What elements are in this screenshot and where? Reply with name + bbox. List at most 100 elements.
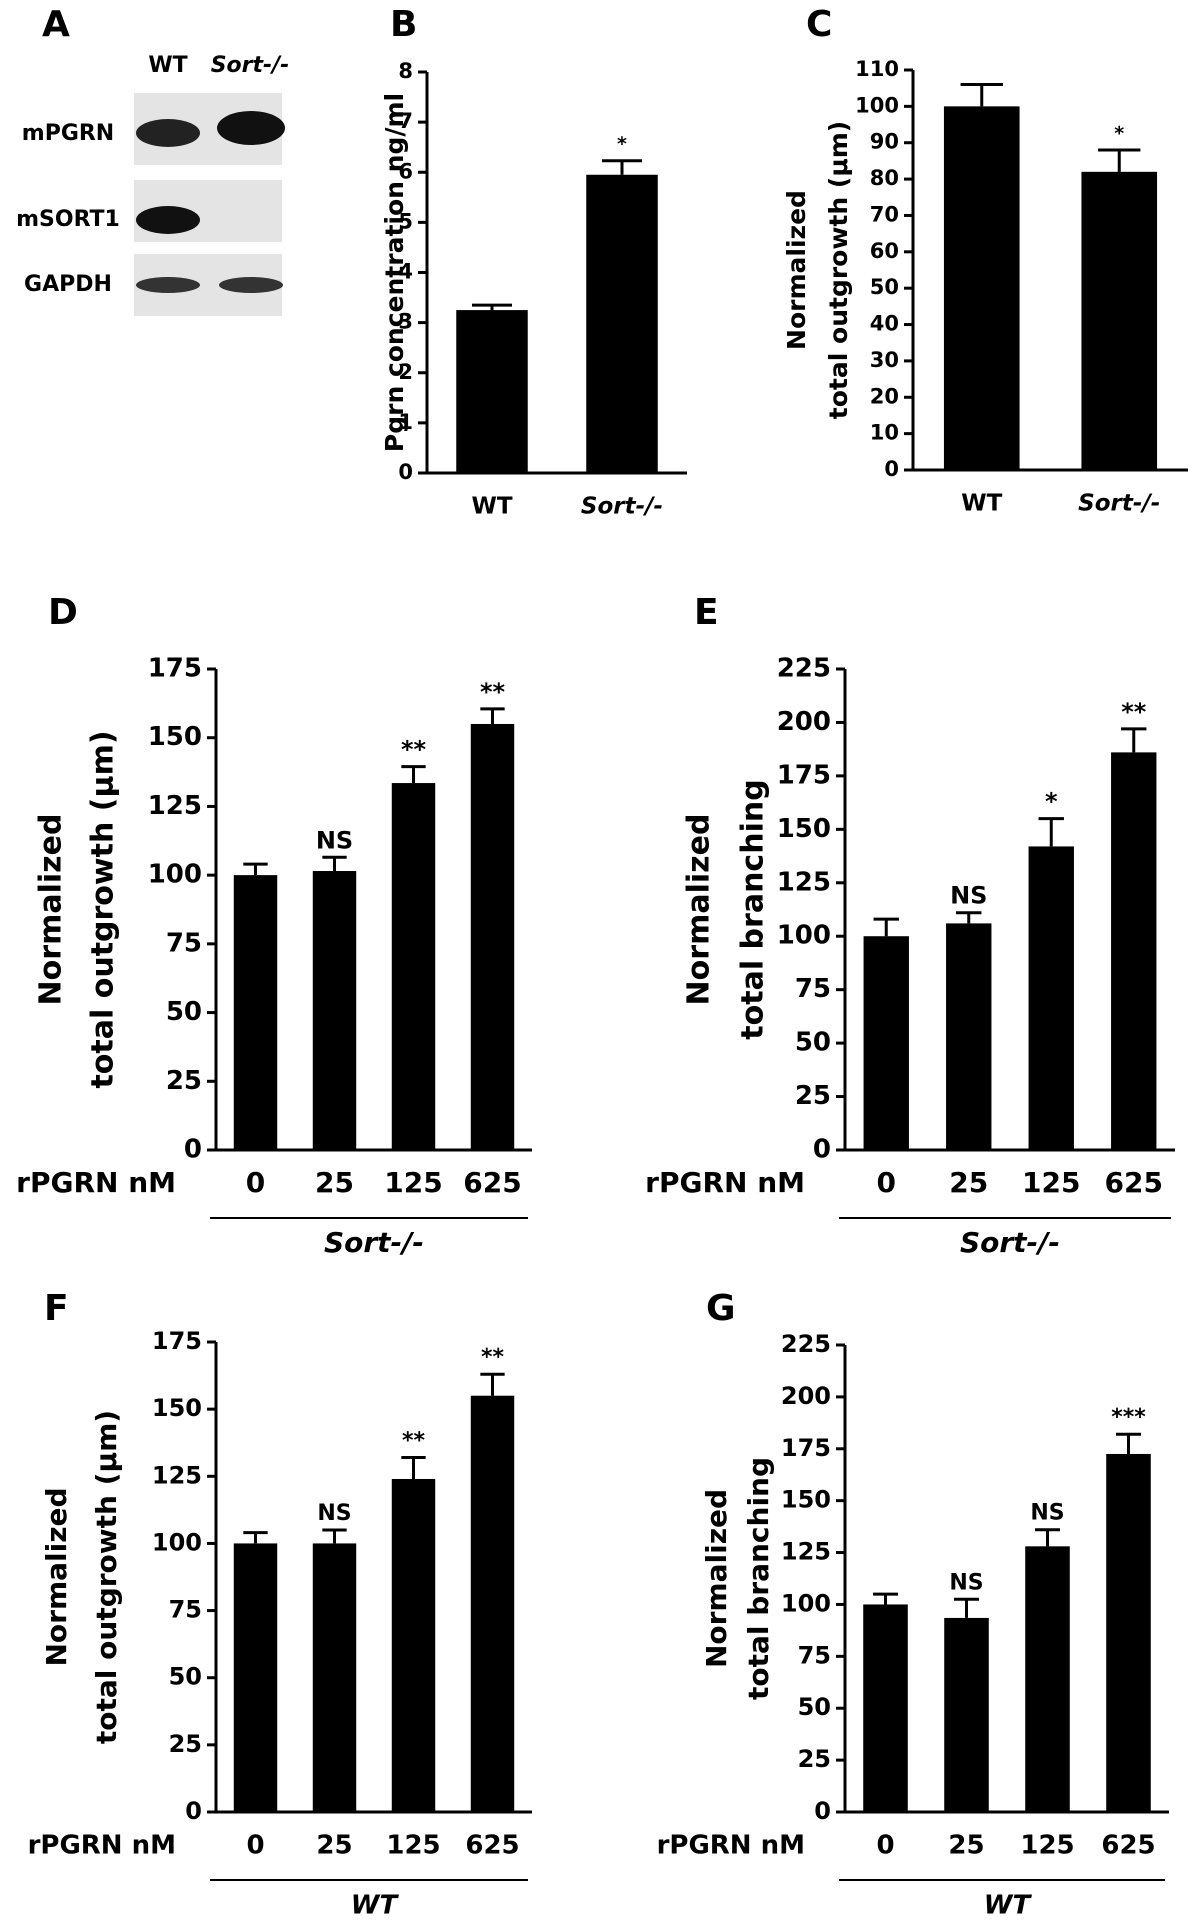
error-bar [1116, 1432, 1141, 1454]
x-tick-label: 0 [246, 1831, 264, 1861]
significance-label: ** [402, 1428, 426, 1453]
error-bar [1035, 1528, 1060, 1547]
y-tick-label: 0 [398, 460, 413, 484]
y-tick-label: 110 [855, 57, 899, 81]
x-tick-label: 0 [246, 1166, 265, 1199]
y-tick-label: 3 [398, 310, 413, 334]
bar [586, 174, 658, 473]
significance-label: NS [949, 1570, 983, 1595]
blot-band [219, 277, 283, 293]
error-bar [1121, 727, 1147, 753]
y-axis-label: Normalized [682, 814, 717, 1006]
x-tick-label: 125 [386, 1831, 440, 1861]
error-bar [471, 303, 513, 311]
blot-band [136, 277, 200, 293]
x-tick-label: 125 [1022, 1166, 1080, 1199]
y-axis-label: total outgrowth (μm) [86, 730, 121, 1088]
error-bar [322, 1528, 347, 1544]
y-tick-label: 80 [870, 166, 899, 190]
panel-letter: A [42, 4, 70, 45]
blot-column: WT [148, 53, 187, 78]
error-bar [1038, 817, 1064, 847]
significance-label: *** [1111, 1405, 1146, 1430]
y-tick-label: 175 [781, 1434, 831, 1462]
bar [312, 871, 357, 1150]
x-axis-label: rPGRN nM [16, 1166, 176, 1199]
y-tick-label: 175 [777, 760, 831, 790]
blot-row: mSORT1 [16, 207, 120, 232]
y-tick-label: 175 [148, 654, 202, 684]
y-tick-label: 0 [184, 1135, 202, 1165]
y-tick-label: 2 [398, 360, 413, 384]
significance-label: ** [480, 678, 506, 706]
error-bar [960, 83, 1003, 107]
y-tick-label: 75 [795, 974, 831, 1004]
blot-row: GAPDH [24, 272, 112, 297]
significance-label: NS [316, 826, 353, 854]
bar [1111, 752, 1157, 1150]
y-tick-label: 150 [152, 1394, 202, 1422]
error-bar [873, 1592, 898, 1605]
x-tick-label: 0 [877, 1166, 896, 1199]
panel-letter: F [44, 1288, 69, 1329]
y-tick-label: 225 [777, 654, 831, 684]
y-axis-label: Normalized [40, 1487, 73, 1666]
error-bar [401, 765, 426, 784]
bar [233, 875, 278, 1150]
y-tick-label: 50 [169, 1663, 202, 1691]
bar [312, 1543, 357, 1812]
error-bar [243, 862, 268, 876]
bar [946, 923, 992, 1150]
y-tick-label: 20 [870, 384, 899, 408]
y-tick-label: 25 [795, 1081, 831, 1111]
x-axis-label: rPGRN nM [645, 1166, 805, 1199]
x-tick-label: 25 [316, 1831, 352, 1861]
y-tick-label: 0 [814, 1797, 831, 1825]
bar [944, 1617, 989, 1812]
bar [943, 106, 1020, 470]
y-tick-label: 1 [398, 410, 413, 434]
y-tick-label: 10 [870, 421, 899, 445]
blot-row: mPGRN [22, 121, 114, 146]
x-tick-label: 625 [463, 1166, 521, 1199]
x-tick-label: 25 [949, 1166, 988, 1199]
significance-label: ** [1121, 698, 1147, 726]
y-tick-label: 150 [777, 814, 831, 844]
y-tick-label: 225 [781, 1330, 831, 1358]
bar [391, 783, 436, 1150]
y-tick-label: 125 [148, 791, 202, 821]
y-tick-label: 90 [870, 130, 899, 154]
y-tick-label: 4 [398, 260, 413, 284]
panel-letter: C [806, 4, 832, 45]
panel-letter: B [390, 4, 417, 45]
y-tick-label: 0 [813, 1135, 831, 1165]
y-tick-label: 50 [798, 1693, 831, 1721]
y-tick-label: 25 [166, 1066, 202, 1096]
y-tick-label: 100 [855, 93, 899, 117]
error-bar [954, 1597, 979, 1618]
bar [470, 1395, 515, 1812]
error-bar [480, 707, 505, 724]
bar [1106, 1453, 1151, 1812]
y-tick-label: 25 [169, 1730, 202, 1758]
x-tick-label: 125 [384, 1166, 442, 1199]
y-tick-label: 150 [781, 1486, 831, 1514]
y-tick-label: 100 [152, 1528, 202, 1556]
bar [233, 1543, 278, 1812]
blot-column: Sort-/- [211, 53, 290, 78]
error-bar [873, 917, 899, 937]
significance-label: NS [1030, 1501, 1064, 1526]
bar [1025, 1546, 1070, 1812]
y-axis-label: Normalized [34, 814, 69, 1006]
y-axis-label: Normalized [700, 1489, 733, 1668]
y-tick-label: 125 [781, 1538, 831, 1566]
error-bar [1098, 148, 1141, 172]
significance-label: * [1114, 123, 1124, 145]
bar [1028, 846, 1074, 1150]
y-tick-label: 175 [152, 1327, 202, 1355]
y-tick-label: 0 [185, 1797, 202, 1825]
y-tick-label: 50 [166, 997, 202, 1027]
x-tick-label: WT [961, 491, 1002, 517]
